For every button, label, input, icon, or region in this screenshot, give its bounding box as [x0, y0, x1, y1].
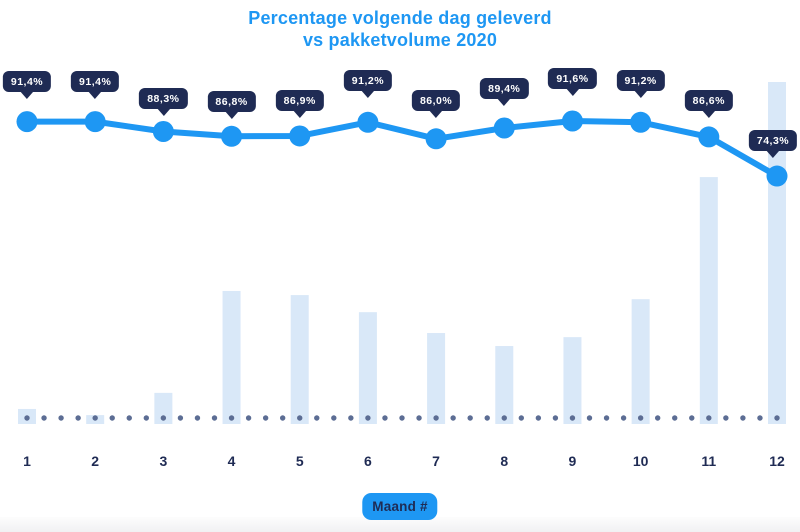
baseline-dot: [228, 415, 235, 421]
x-tick-label: 8: [500, 453, 509, 469]
baseline-dot: [535, 415, 542, 421]
baseline-dot: [706, 415, 712, 421]
baseline-dot: [672, 415, 678, 421]
baseline-dot: [774, 415, 780, 421]
x-tick-label: 2: [91, 453, 100, 469]
x-tick-label: 11: [701, 453, 717, 469]
chart-title: Percentage volgende dag geleverd vs pakk…: [0, 7, 800, 51]
baseline-dot: [450, 415, 456, 421]
x-axis-label-badge: Maand #: [362, 493, 438, 520]
x-tick-label: 4: [227, 453, 236, 469]
volume-bar: [631, 299, 650, 424]
data-label-tooltip: 86,6%: [684, 90, 733, 111]
baseline-dot: [757, 415, 763, 421]
x-tick-label: 6: [364, 453, 372, 469]
data-label-tooltip: 86,8%: [207, 91, 256, 112]
baseline-dot: [586, 415, 593, 421]
x-tick-label: 3: [159, 453, 168, 469]
baseline-dot: [75, 415, 81, 421]
baseline-dot: [654, 415, 661, 421]
data-point: [766, 165, 788, 187]
baseline-dot: [331, 415, 337, 421]
baseline-dot: [484, 415, 490, 421]
baseline-dot: [740, 415, 746, 421]
bottom-strip: [0, 517, 800, 532]
data-label-tooltip: 86,9%: [275, 90, 324, 111]
baseline-dot: [569, 415, 576, 421]
baseline-dot: [109, 415, 115, 421]
volume-bar: [358, 312, 377, 424]
baseline-dot: [245, 415, 252, 421]
volume-bar: [427, 333, 446, 424]
volume-bar: [563, 337, 582, 424]
data-point: [152, 120, 174, 142]
baseline-dot: [194, 415, 201, 421]
data-label-tooltip: 91,2%: [343, 70, 393, 91]
data-point: [357, 111, 379, 133]
data-label-tooltip: 88,3%: [139, 88, 188, 109]
data-label-tooltip: 91,4%: [71, 71, 120, 92]
x-tick-label: 1: [23, 453, 31, 469]
baseline-dot: [279, 415, 286, 421]
volume-bar: [154, 392, 173, 424]
chart-title-line2: vs pakketvolume 2020: [302, 30, 498, 50]
baseline-dot: [126, 415, 132, 421]
data-label-tooltip: 89,4%: [480, 78, 529, 99]
baseline-dot: [143, 415, 150, 421]
data-point: [561, 110, 583, 132]
baseline-dot: [92, 415, 98, 421]
baseline-dot: [603, 415, 610, 421]
baseline-dot: [620, 415, 627, 421]
baseline-dot: [262, 415, 269, 421]
baseline-dot: [433, 415, 439, 421]
volume-bar: [495, 346, 514, 424]
volume-bar: [290, 295, 309, 424]
volume-bar: [699, 177, 718, 424]
baseline-dot: [467, 415, 473, 421]
data-label-tooltip: 86,0%: [411, 90, 461, 111]
baseline-dot: [399, 415, 405, 421]
baseline-dot: [518, 415, 525, 421]
baseline-dot: [348, 415, 354, 421]
data-point: [425, 128, 447, 150]
data-label-tooltip: 91,4%: [2, 71, 52, 92]
baseline-dot: [689, 415, 695, 421]
data-point: [289, 125, 311, 147]
data-point: [16, 111, 38, 133]
x-tick-label: 9: [568, 453, 577, 469]
data-label-tooltip: 74,3%: [748, 130, 798, 151]
baseline-dot: [297, 415, 303, 421]
baseline-dot: [58, 415, 64, 421]
x-tick-label: 10: [632, 453, 649, 469]
chart-title-line1: Percentage volgende dag geleverd: [248, 8, 552, 28]
x-tick-label: 12: [769, 453, 785, 469]
data-label-tooltip: 91,2%: [616, 70, 665, 91]
baseline-dot: [637, 415, 644, 421]
baseline-dot: [552, 415, 559, 421]
baseline-dot: [41, 415, 47, 421]
trend-line: [24, 118, 780, 180]
x-tick-label: 5: [295, 453, 304, 469]
baseline-dot: [24, 415, 30, 421]
baseline-dot: [160, 415, 167, 421]
data-point: [221, 125, 243, 147]
baseline-dot: [211, 415, 218, 421]
x-tick-label: 7: [432, 453, 440, 469]
baseline-dot: [723, 415, 729, 421]
baseline-dot: [314, 415, 320, 421]
data-point: [698, 126, 720, 148]
data-point: [84, 111, 106, 133]
baseline-dot: [382, 415, 388, 421]
data-label-tooltip: 91,6%: [548, 68, 597, 89]
data-point: [493, 117, 515, 139]
data-point: [630, 111, 652, 133]
baseline-dot: [501, 415, 507, 421]
baseline-dot: [365, 415, 371, 421]
baseline-dot: [177, 415, 184, 421]
volume-bar: [222, 290, 241, 424]
baseline-dot: [416, 415, 422, 421]
